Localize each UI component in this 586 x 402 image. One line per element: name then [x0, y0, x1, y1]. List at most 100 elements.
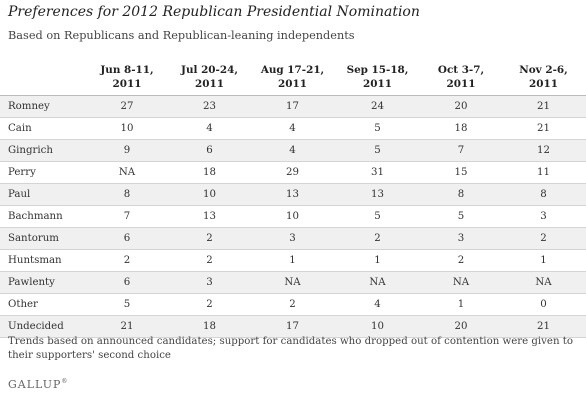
- table-cell: 10: [251, 205, 334, 228]
- column-header-line1: Oct 3-7,: [437, 64, 485, 76]
- table-cell: 6: [86, 227, 168, 250]
- table-cell: 3: [421, 227, 501, 250]
- table-row: Romney 27 23 17 24 20 21: [0, 95, 586, 118]
- table-row: Bachmann 7 13 10 5 5 3: [0, 205, 586, 228]
- table-cell: 2: [334, 227, 421, 250]
- table-cell: 1: [421, 293, 501, 316]
- table-cell: 4: [334, 293, 421, 316]
- table-row: Undecided 21 18 17 10 20 21: [0, 315, 586, 338]
- row-label: Santorum: [0, 227, 86, 250]
- table-row: Huntsman 2 2 1 1 2 1: [0, 249, 586, 272]
- table-cell: 18: [421, 117, 501, 140]
- row-label: Paul: [0, 183, 86, 206]
- table-cell: 8: [501, 183, 586, 206]
- table-row: Pawlenty 6 3 NA NA NA NA: [0, 271, 586, 294]
- table-cell: 23: [168, 95, 251, 118]
- column-header-line2: 2011: [195, 78, 224, 90]
- table-cell: 13: [168, 205, 251, 228]
- table-cell: 1: [334, 249, 421, 272]
- table-row: Paul 8 10 13 13 8 8: [0, 183, 586, 206]
- table-cell: 20: [421, 95, 501, 118]
- header-row: Jun 8-11, 2011 Jul 20-24, 2011 Aug 17-21, 2…: [0, 53, 586, 96]
- column-header-line2: 2011: [278, 78, 307, 90]
- table-cell: 2: [168, 227, 251, 250]
- row-label-header: [0, 53, 86, 96]
- table-cell: 3: [501, 205, 586, 228]
- column-header-line2: 2011: [529, 78, 558, 90]
- row-label: Pawlenty: [0, 271, 86, 294]
- table-cell: 5: [86, 293, 168, 316]
- table-cell: 4: [168, 117, 251, 140]
- table-cell: 5: [334, 117, 421, 140]
- table-cell: 10: [86, 117, 168, 140]
- row-label: Perry: [0, 161, 86, 184]
- column-header-line1: Jun 8-11,: [100, 64, 154, 76]
- table-cell: 7: [421, 139, 501, 162]
- row-label: Undecided: [0, 315, 86, 338]
- table-cell: 6: [86, 271, 168, 294]
- column-header-line1: Sep 15-18,: [346, 64, 409, 76]
- table-cell: 18: [168, 161, 251, 184]
- table-cell: 1: [251, 249, 334, 272]
- column-header-line2: 2011: [112, 78, 142, 90]
- table-row: Other 5 2 2 4 1 0: [0, 293, 586, 316]
- table-cell: 21: [501, 117, 586, 140]
- table-cell: 0: [501, 293, 586, 316]
- table-cell: 20: [421, 315, 501, 338]
- table-cell: 11: [501, 161, 586, 184]
- table-cell: 2: [168, 249, 251, 272]
- table-cell: 21: [86, 315, 168, 338]
- column-header: Jul 20-24, 2011: [168, 53, 251, 96]
- column-header-line1: Nov 2-6,: [519, 64, 568, 76]
- table-cell: 3: [251, 227, 334, 250]
- chart-title: Preferences for 2012 Republican Presiden…: [8, 4, 420, 20]
- chart-subtitle: Based on Republicans and Republican-lean…: [8, 29, 355, 42]
- table-cell: 2: [421, 249, 501, 272]
- row-label: Cain: [0, 117, 86, 140]
- table-cell: 8: [86, 183, 168, 206]
- table-cell: NA: [251, 271, 334, 294]
- table-cell: 9: [86, 139, 168, 162]
- column-header: Aug 17-21, 2011: [251, 53, 334, 96]
- column-header-line1: Jul 20-24,: [181, 64, 238, 76]
- table-cell: 17: [251, 95, 334, 118]
- table-cell: 6: [168, 139, 251, 162]
- row-label: Huntsman: [0, 249, 86, 272]
- table-cell: 17: [251, 315, 334, 338]
- table-row: Santorum 6 2 3 2 3 2: [0, 227, 586, 250]
- table-cell: NA: [501, 271, 586, 294]
- table-cell: 15: [421, 161, 501, 184]
- table-cell: NA: [334, 271, 421, 294]
- table-cell: 4: [251, 139, 334, 162]
- table-cell: 29: [251, 161, 334, 184]
- table-cell: 2: [168, 293, 251, 316]
- table-cell: 13: [251, 183, 334, 206]
- table-cell: 24: [334, 95, 421, 118]
- table-body: Romney 27 23 17 24 20 21 Cain 10 4 4 5 18 21 Gingrich 9…: [0, 95, 586, 338]
- gallup-logo: GALLUP®: [8, 378, 67, 391]
- table-cell: 18: [168, 315, 251, 338]
- column-header: Sep 15-18, 2011: [334, 53, 421, 96]
- table-cell: 10: [168, 183, 251, 206]
- table-cell: 1: [501, 249, 586, 272]
- table-cell: 2: [501, 227, 586, 250]
- table-cell: 4: [251, 117, 334, 140]
- row-label: Romney: [0, 95, 86, 118]
- row-label: Gingrich: [0, 139, 86, 162]
- column-header-line1: Aug 17-21,: [260, 64, 325, 76]
- table-cell: 31: [334, 161, 421, 184]
- table-cell: 8: [421, 183, 501, 206]
- row-label: Bachmann: [0, 205, 86, 228]
- column-header: Jun 8-11, 2011: [86, 53, 168, 96]
- table-row: Gingrich 9 6 4 5 7 12: [0, 139, 586, 162]
- table-cell: 10: [334, 315, 421, 338]
- nomination-table: Jun 8-11, 2011 Jul 20-24, 2011 Aug 17-21, 2…: [0, 53, 586, 338]
- table-cell: 5: [334, 205, 421, 228]
- footnote: Trends based on announced candidates; su…: [8, 336, 573, 361]
- table-cell: 21: [501, 315, 586, 338]
- table-cell: 7: [86, 205, 168, 228]
- table-cell: 27: [86, 95, 168, 118]
- table-cell: 2: [86, 249, 168, 272]
- column-header: Nov 2-6, 2011: [501, 53, 586, 96]
- column-header: Oct 3-7, 2011: [421, 53, 501, 96]
